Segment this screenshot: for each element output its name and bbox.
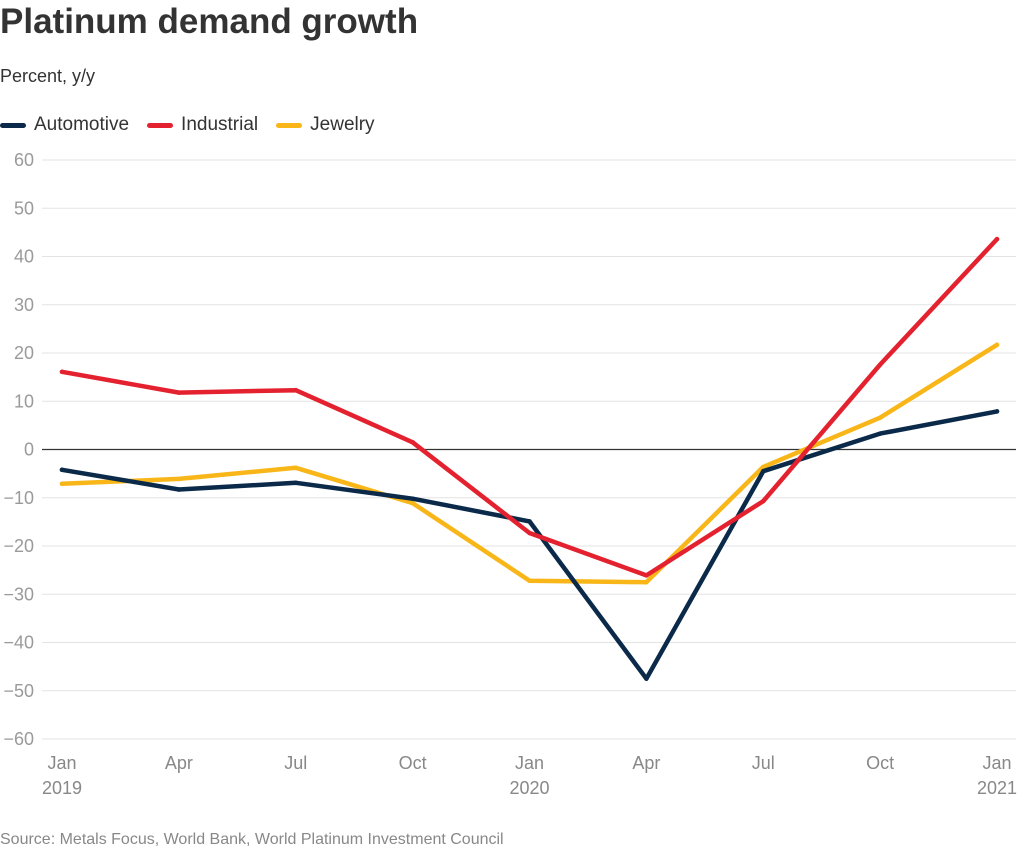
- y-axis-labels: 60 50 40 30 20 10 0 −10 −20 −30 −40 −50 −60: [3, 150, 34, 749]
- x-tick-label: Jul: [752, 753, 775, 773]
- data-point-jewelry: [293, 465, 298, 471]
- data-point-industrial: [410, 440, 415, 445]
- data-point-jewelry: [644, 579, 649, 585]
- data-point-jewelry: [410, 500, 415, 506]
- y-tick-label: 30: [14, 295, 34, 315]
- series-line-jewelry: [59, 342, 1000, 585]
- data-point-jewelry: [877, 415, 883, 420]
- data-point-industrial: [994, 236, 1000, 242]
- legend-item-automotive: Automotive: [0, 114, 129, 136]
- x-tick-year-label: 2020: [509, 778, 549, 798]
- legend-swatch-industrial: [147, 122, 174, 128]
- y-tick-label: 0: [24, 440, 34, 460]
- legend-swatch-automotive: [0, 122, 26, 128]
- x-axis-labels: Jan 2019 Apr Jul Oct Jan 2020 Apr Jul Oct Jan 2021: [42, 753, 1017, 798]
- data-point-automotive: [994, 409, 1000, 414]
- x-tick-label: Apr: [165, 753, 193, 773]
- chart-source: Source: Metals Focus, World Bank, World …: [0, 831, 504, 848]
- data-point-industrial: [761, 498, 766, 504]
- x-tick-year-label: 2019: [42, 778, 82, 798]
- data-point-industrial: [877, 362, 883, 367]
- data-point-industrial: [293, 387, 298, 393]
- data-point-jewelry: [527, 578, 532, 583]
- data-point-automotive: [176, 487, 182, 492]
- x-tick-label: Oct: [866, 753, 894, 773]
- data-point-industrial: [527, 530, 532, 536]
- y-tick-label: 40: [14, 247, 34, 267]
- legend-label-automotive: Automotive: [34, 114, 130, 135]
- x-tick-label: Jan: [47, 753, 76, 773]
- series-line-automotive: [59, 409, 1000, 681]
- y-tick-label: −60: [3, 729, 34, 749]
- y-tick-label: −10: [3, 488, 34, 508]
- y-tick-label: −40: [3, 633, 34, 653]
- data-point-industrial: [176, 390, 182, 395]
- x-tick-label: Apr: [632, 753, 660, 773]
- y-tick-label: 10: [14, 391, 34, 411]
- data-point-industrial: [59, 369, 65, 375]
- data-point-automotive: [877, 431, 883, 436]
- x-tick-label: Oct: [399, 753, 427, 773]
- y-tick-label: −30: [3, 584, 34, 604]
- grid-layer: [42, 159, 1016, 740]
- data-point-jewelry: [994, 342, 1000, 348]
- y-tick-label: 20: [14, 343, 34, 363]
- x-tick-year-label: 2021: [977, 778, 1017, 798]
- data-point-automotive: [761, 468, 766, 474]
- y-tick-label: −20: [3, 536, 34, 556]
- x-tick-label: Jan: [982, 753, 1011, 773]
- chart-subtitle: Percent, y/y: [0, 66, 96, 86]
- y-tick-label: 50: [14, 198, 34, 218]
- chart-legend: Automotive Industrial Jewelry: [0, 114, 393, 136]
- series-layer: [59, 236, 1000, 681]
- legend-label-jewelry: Jewelry: [310, 114, 375, 135]
- data-point-automotive: [293, 480, 298, 486]
- chart-title: Platinum demand growth: [0, 2, 419, 41]
- legend-label-industrial: Industrial: [181, 114, 259, 135]
- y-tick-label: 60: [14, 150, 34, 170]
- data-point-automotive: [59, 467, 65, 473]
- data-point-jewelry: [176, 476, 182, 482]
- data-point-jewelry: [761, 464, 766, 470]
- data-point-jewelry: [59, 481, 65, 487]
- legend-item-jewelry: Jewelry: [276, 114, 375, 136]
- y-tick-label: −50: [3, 681, 34, 701]
- data-point-automotive: [410, 496, 415, 501]
- data-point-automotive: [527, 519, 532, 524]
- legend-swatch-jewelry: [276, 122, 303, 128]
- data-point-industrial: [644, 573, 649, 578]
- legend-item-industrial: Industrial: [147, 114, 258, 136]
- x-tick-label: Jul: [284, 753, 307, 773]
- x-tick-label: Jan: [515, 753, 544, 773]
- data-point-automotive: [644, 676, 649, 681]
